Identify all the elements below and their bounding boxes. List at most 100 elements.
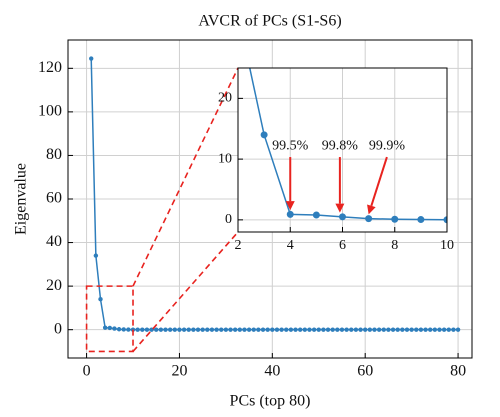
x-tick-label: 4 <box>287 238 294 253</box>
point <box>163 327 168 332</box>
point <box>349 327 354 332</box>
axes-frame <box>67 39 473 359</box>
point <box>293 327 298 332</box>
point <box>446 327 451 332</box>
point <box>376 327 382 332</box>
point <box>344 327 349 332</box>
x-tick-label: 10 <box>440 238 454 253</box>
point <box>130 327 136 332</box>
point <box>228 327 233 332</box>
series <box>89 56 461 332</box>
x-tick-label: 2 <box>235 238 242 253</box>
y-tick-label: 100 <box>38 103 62 120</box>
y-tick-label: 20 <box>218 91 232 106</box>
point <box>316 327 321 332</box>
point <box>390 327 396 332</box>
point <box>286 210 294 218</box>
point <box>260 327 266 332</box>
point <box>135 327 140 332</box>
x-tick-label: 60 <box>357 363 373 380</box>
x-tick-label: 8 <box>391 238 398 253</box>
point <box>140 327 145 332</box>
point <box>288 327 294 332</box>
point <box>200 327 205 332</box>
y-tick-label: 120 <box>38 59 62 76</box>
point <box>443 216 447 224</box>
point <box>372 327 377 332</box>
point <box>274 327 280 332</box>
point <box>116 327 122 332</box>
point <box>339 327 345 332</box>
point <box>98 296 103 302</box>
point <box>177 327 182 332</box>
point <box>400 327 405 332</box>
zoom-box <box>85 285 134 353</box>
series <box>248 68 447 224</box>
y-tick-label: 40 <box>46 233 62 250</box>
y-tick-label: 60 <box>46 190 62 207</box>
point <box>154 327 159 332</box>
point <box>428 327 433 332</box>
x-tick-label: 20 <box>171 363 187 380</box>
point <box>256 327 261 332</box>
chart-title: AVCR of PCs (S1-S6) <box>198 13 341 30</box>
point <box>353 327 359 332</box>
point <box>158 327 164 332</box>
point <box>335 327 340 332</box>
point <box>437 327 442 332</box>
y-tick-label: 10 <box>218 151 232 166</box>
point <box>339 213 346 221</box>
annotation-arrowhead <box>285 201 295 211</box>
x-axis-label: PCs (top 80) <box>230 393 311 410</box>
y-tick-label: 0 <box>225 212 232 227</box>
annotation: 99.9% <box>369 138 406 153</box>
point <box>107 325 112 331</box>
point <box>418 327 424 332</box>
point <box>381 327 386 332</box>
point <box>365 215 373 223</box>
point <box>270 327 275 332</box>
point <box>391 215 399 223</box>
point <box>102 325 108 330</box>
point <box>209 327 215 332</box>
annotation-arrowhead <box>335 203 345 213</box>
y-tick-label: 20 <box>46 277 62 294</box>
point <box>181 327 187 332</box>
y-tick-label: 0 <box>54 320 62 337</box>
point <box>205 327 210 332</box>
point <box>417 216 425 224</box>
point <box>214 327 219 332</box>
point <box>265 327 270 332</box>
point <box>358 327 363 332</box>
point <box>362 327 368 332</box>
point <box>414 327 419 332</box>
point <box>144 327 150 332</box>
point <box>242 327 247 332</box>
annotation: 99.8% <box>322 138 359 153</box>
point <box>330 327 335 332</box>
zoom-connector <box>132 67 239 287</box>
point <box>186 327 191 332</box>
point <box>167 327 173 332</box>
x-tick-label: 6 <box>339 238 346 253</box>
x-tick-label: 80 <box>450 363 466 380</box>
point <box>455 327 461 332</box>
point <box>325 327 331 332</box>
point <box>451 327 456 332</box>
point <box>219 327 224 332</box>
point <box>409 327 414 332</box>
point <box>112 326 117 331</box>
point <box>404 327 410 332</box>
annotation-arrow <box>370 156 388 207</box>
point <box>307 327 312 332</box>
point <box>423 327 428 332</box>
point <box>223 327 229 332</box>
y-axis-label: Eigenvalue <box>13 163 30 235</box>
point <box>312 211 320 219</box>
point <box>172 327 178 332</box>
point <box>93 253 99 258</box>
point <box>191 327 196 332</box>
point <box>246 327 252 332</box>
